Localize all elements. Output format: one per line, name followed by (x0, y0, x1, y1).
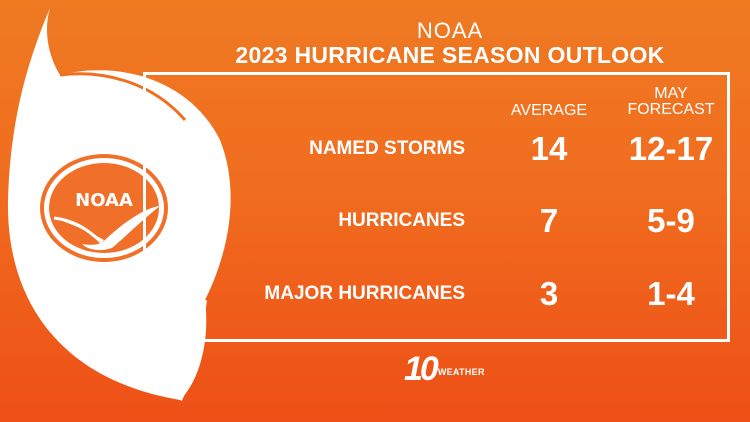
row-label-named-storms: NAMED STORMS (309, 138, 465, 159)
station-logo-word: WEATHER (437, 367, 485, 377)
value-forecast-major-hurricanes: 1-4 (647, 275, 695, 312)
value-average-named-storms: 14 (530, 130, 568, 167)
station-logo: 10 WEATHER (404, 352, 485, 386)
value-average-major-hurricanes: 3 (539, 275, 559, 312)
logo-text: NOAA (75, 190, 133, 211)
column-header-forecast: MAY FORECAST (612, 86, 730, 118)
value-forecast-named-storms: 12-17 (628, 130, 714, 167)
noaa-logo-icon: NOAA (40, 154, 168, 262)
value-average-hurricanes: 7 (539, 202, 559, 239)
row-label-hurricanes: HURRICANES (338, 210, 465, 231)
table-frame (143, 72, 730, 342)
org-title: NOAA (416, 18, 484, 43)
column-header-average: AVERAGE (510, 102, 588, 119)
column-header-forecast-line2: FORECAST (627, 101, 715, 118)
page-title: 2023 HURRICANE SEASON OUTLOOK (235, 42, 665, 68)
row-label-major-hurricanes: MAJOR HURRICANES (264, 283, 465, 304)
station-logo-number: 10 (404, 350, 439, 388)
value-forecast-hurricanes: 5-9 (647, 202, 695, 239)
column-header-forecast-line1: MAY (654, 85, 688, 102)
